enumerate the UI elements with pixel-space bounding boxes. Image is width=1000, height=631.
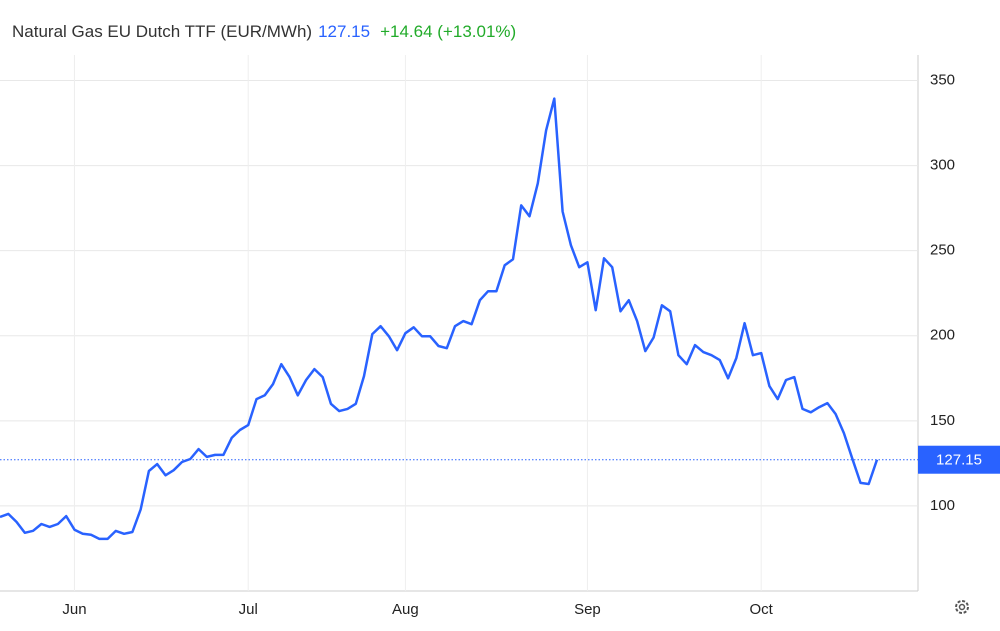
settings-icon[interactable] [955,600,969,614]
header: Natural Gas EU Dutch TTF (EUR/MWh) 127.15… [12,22,516,42]
last-price-badge [918,445,1000,474]
price: 127.15 [318,22,371,41]
y-tick-label: 200 [930,327,955,344]
price-line [0,97,879,541]
grid [0,55,918,591]
x-tick-label: Oct [749,601,773,618]
x-tick-label: Sep [574,601,601,618]
y-tick-label: 250 [930,242,955,259]
y-tick-label: 150 [930,412,955,429]
title: Natural Gas EU Dutch TTF (EUR/MWh) [12,22,313,41]
change: +14.64 (+13.01%) [380,22,517,41]
y-tick-label: 100 [930,497,955,514]
x-tick-label: Aug [392,601,419,618]
x-tick-label: Jun [62,601,86,618]
y-tick-label: 300 [930,157,955,174]
y-tick-label: 350 [930,71,955,88]
x-tick-label: Jul [239,601,258,618]
last-price-label: 127.15 [936,452,982,469]
